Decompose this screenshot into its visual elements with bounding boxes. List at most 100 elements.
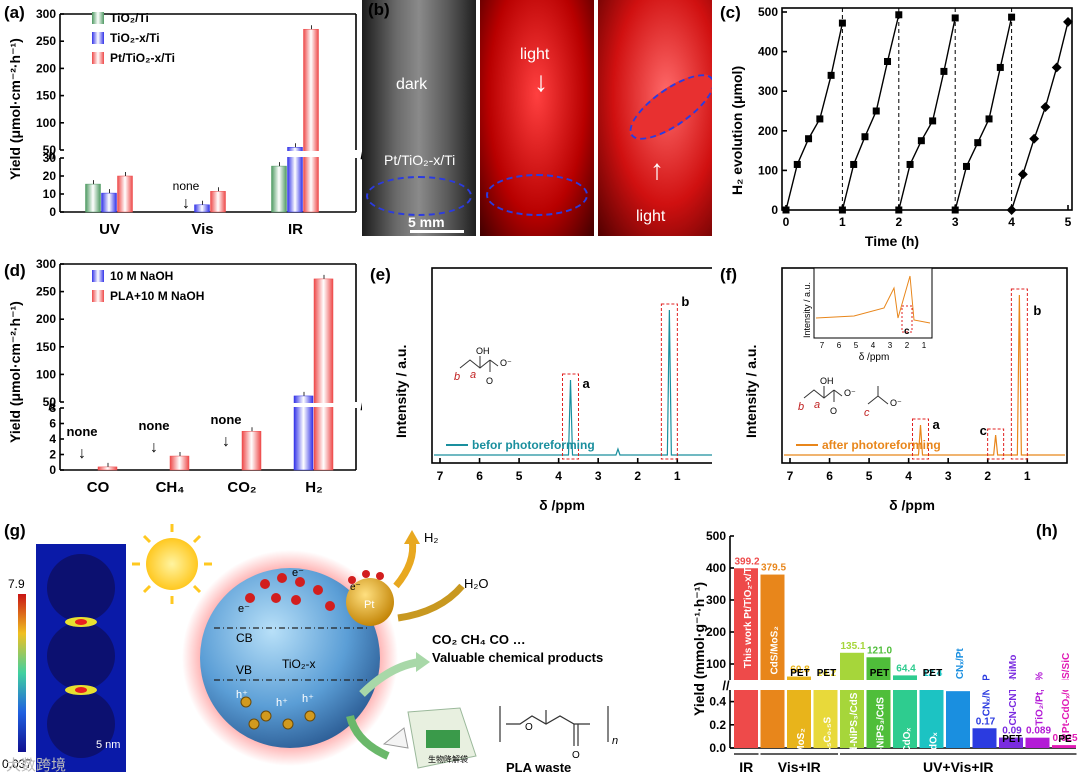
bar-value-label: 0.025 <box>1052 733 1077 744</box>
inset-y-label: Intensity / a.u. <box>802 282 812 338</box>
legend-label: 10 M NaOH <box>110 269 173 283</box>
bar-pt-tio2-x-ti <box>210 191 226 213</box>
pla-n-label: n <box>612 735 618 747</box>
bar-10 <box>972 728 997 748</box>
axis-break-gap <box>726 680 1076 690</box>
spectrum-line <box>784 294 1065 456</box>
peak-box-b <box>1010 288 1028 460</box>
legend-swatch <box>92 290 104 302</box>
y-tick-label: 4 <box>49 432 56 446</box>
legend-swatch <box>92 32 104 44</box>
pla-o-label-2: O <box>572 750 580 761</box>
y-tick-label: 400 <box>758 45 778 59</box>
x-category-label: CH₄ <box>156 479 185 496</box>
pt-label: Pt <box>364 599 374 611</box>
down-arrow-icon: ↓ <box>534 66 548 97</box>
line-chart-c: 0 1 2 3 4 5 0 100 200 300 400 500 <box>758 5 1073 229</box>
inset-x-tick-label: 5 <box>854 341 859 350</box>
bar-name-label: CNₓ/Ni₂P <box>982 674 993 716</box>
bar-pla-10-m-naoh <box>241 431 262 471</box>
data-point <box>827 71 835 79</box>
axis-break-mark: // <box>48 398 56 413</box>
data-point <box>917 137 925 145</box>
pla-structure <box>499 706 609 746</box>
x-tick-label: 7 <box>787 469 794 483</box>
data-point <box>861 133 869 141</box>
bar-tio2-x-ti <box>194 204 210 213</box>
legend-label: PLA+10 M NaOH <box>110 289 204 303</box>
scale-bar <box>410 230 464 233</box>
inset-peak-box <box>901 305 913 333</box>
x-tick-label: 1 <box>1024 469 1031 483</box>
group-label: Vis+IR <box>778 759 821 775</box>
struct-label-c: c <box>864 407 870 419</box>
peak-label-a: a <box>933 417 941 432</box>
acetate-o-label: O⁻ <box>890 398 902 408</box>
panel-label-b: (b) <box>368 0 390 19</box>
watermark: 大数跨境 <box>6 756 66 774</box>
bar-9 <box>946 691 970 748</box>
bar-tag-label: PET <box>870 668 889 679</box>
sun-icon <box>132 524 212 604</box>
cycle-line-2 <box>841 14 900 211</box>
cb-label: CB <box>236 631 253 645</box>
peak-label-b: b <box>1033 303 1041 318</box>
data-point <box>962 162 970 170</box>
y-tick-label: 0 <box>771 203 778 217</box>
inset-frame <box>813 267 933 339</box>
bar-pla-10-m-naoh <box>97 466 118 471</box>
panel-e: (e) Intensity / a.u. δ /ppm 7 6 5 4 3 2 1abbef… <box>370 265 712 513</box>
bar-name-label: d-NiPS₃/CdS <box>876 697 887 758</box>
axis-break-mark-right: // <box>360 398 362 413</box>
o-label: O <box>830 406 837 416</box>
legend-swatch <box>92 52 104 64</box>
y-tick-label: 500 <box>706 529 726 543</box>
y-axis-label-a: Yield (μmol·cm⁻²·h⁻¹) <box>7 38 23 180</box>
plastic-bag <box>407 707 477 769</box>
data-point <box>895 206 903 214</box>
data-point <box>895 11 903 19</box>
cycle-line-4 <box>954 16 1013 211</box>
y-tick-label: 2 <box>49 448 56 462</box>
y-tick-label: 250 <box>36 285 56 299</box>
bar-6 <box>866 657 891 748</box>
x-tick-label: 5 <box>516 469 523 483</box>
lactate-structure <box>459 356 499 372</box>
tilted-sample-ellipse <box>620 62 712 152</box>
peak-box-c <box>987 428 1005 460</box>
oh-label: OH <box>820 376 834 386</box>
data-point <box>838 206 846 214</box>
electron-label-2: e⁻ <box>292 567 304 579</box>
x-tick-label: 1 <box>674 469 681 483</box>
data-point <box>929 117 937 125</box>
x-category-label: IR <box>288 221 303 238</box>
x-category-label: Vis <box>191 221 213 238</box>
bar-value-label: 399.2 <box>734 556 759 567</box>
electron-label-1: e⁻ <box>238 603 250 615</box>
y-tick-label: 150 <box>36 340 56 354</box>
inset-spectrum <box>815 275 931 324</box>
data-point <box>1040 102 1051 112</box>
vb-label: VB <box>236 663 252 677</box>
y-tick-label: 0.4 <box>709 695 726 709</box>
none-annotation: none <box>173 179 200 193</box>
x-tick-label: 6 <box>826 469 833 483</box>
y-axis-label-d: Yield (μmol·cm⁻²·h⁻¹) <box>7 301 23 443</box>
none-annotation: none <box>138 418 169 433</box>
bar-13 <box>1052 745 1076 748</box>
x-tick-label: 7 <box>437 469 444 483</box>
bar-name-label: M-2/7₀.₅C₀.₅S <box>823 716 834 776</box>
cycle-line-3 <box>898 17 956 211</box>
y-tick-label: 300 <box>36 7 56 21</box>
data-point <box>1029 133 1040 144</box>
y-tick-label: 100 <box>758 163 778 177</box>
y-tick-label: 50 <box>43 395 57 409</box>
peak-box-b <box>660 303 678 460</box>
bar-pla-10-m-naoh <box>169 455 190 471</box>
o-minus-label: O⁻ <box>500 358 512 368</box>
bar-chart-d: // // 02 46 850 100 150 200 250 300 CO CH₄ CO₂ H₂ 10 M… <box>36 258 362 496</box>
sample-highlight-ellipse-2 <box>486 174 588 216</box>
y-tick-label: 300 <box>706 593 726 607</box>
